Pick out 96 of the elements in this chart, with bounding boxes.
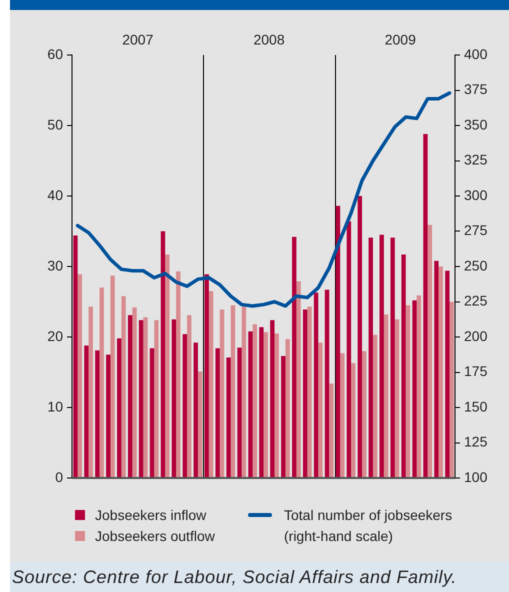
bar <box>95 350 100 478</box>
bar <box>160 231 166 478</box>
bar <box>292 236 296 478</box>
bar <box>384 314 388 478</box>
bar <box>226 357 231 478</box>
bar <box>143 317 148 478</box>
y2-tick-label: 200 <box>464 328 488 344</box>
bar <box>285 339 290 478</box>
bar <box>438 266 443 478</box>
bar <box>264 332 268 478</box>
bar <box>78 274 82 478</box>
bar <box>121 296 126 478</box>
y-tick-label: 50 <box>47 116 64 132</box>
y-tick-label: 20 <box>47 328 64 344</box>
y2-tick-label: 100 <box>464 468 488 485</box>
bar <box>230 305 236 478</box>
bar <box>73 235 78 478</box>
x-tick-label: 2008 <box>253 31 285 48</box>
bar <box>150 348 154 478</box>
y2-tick-label: 250 <box>464 257 488 274</box>
bar <box>412 300 417 478</box>
x-tick-label: 2007 <box>122 31 154 48</box>
bar <box>372 334 378 478</box>
bar <box>416 295 422 478</box>
bar <box>324 290 330 478</box>
bar <box>204 274 209 478</box>
y-tick-label: 40 <box>47 186 64 203</box>
legend-label: Jobseekers outflow <box>95 527 215 546</box>
y2-tick-label: 175 <box>464 363 488 380</box>
bar <box>380 234 384 478</box>
x-tick-label: 2009 <box>384 31 416 48</box>
y-tick-label: 0 <box>55 468 64 485</box>
bar <box>450 302 454 478</box>
bar <box>390 238 395 478</box>
bar <box>434 260 439 478</box>
bar <box>172 319 176 478</box>
bar <box>296 281 301 478</box>
bar <box>423 134 428 478</box>
legend-label: Total number of jobseekers (right-hand scale) <box>284 506 454 546</box>
bar <box>220 310 224 478</box>
bar <box>165 254 170 478</box>
bar <box>84 345 89 478</box>
bar <box>340 353 345 478</box>
bar <box>110 276 115 478</box>
bar <box>281 356 286 478</box>
y2-tick-label: 350 <box>464 116 488 132</box>
y-tick-label: 10 <box>47 398 64 414</box>
y2-tick-label: 375 <box>464 81 488 98</box>
y2-tick-label: 225 <box>464 292 488 309</box>
bar <box>346 221 352 478</box>
bar <box>351 363 356 478</box>
y2-tick-label: 300 <box>464 186 488 203</box>
y2-tick-label: 125 <box>464 434 488 450</box>
bar <box>307 306 312 478</box>
bar <box>314 292 318 478</box>
y2-tick-label: 275 <box>464 222 488 238</box>
bar <box>445 270 450 478</box>
y-tick-label: 30 <box>47 257 64 274</box>
bar <box>358 196 362 478</box>
bar <box>329 384 334 478</box>
bar <box>138 320 144 478</box>
bar <box>406 305 410 478</box>
bar <box>401 254 406 478</box>
bar <box>368 238 373 478</box>
bar <box>106 354 110 478</box>
bar <box>194 342 198 478</box>
bar <box>242 306 246 478</box>
bar <box>259 327 264 478</box>
legend-label: Jobseekers inflow <box>95 506 206 525</box>
bar <box>215 348 220 478</box>
bar <box>128 315 132 478</box>
bar <box>132 307 137 478</box>
bar <box>182 334 188 478</box>
y2-tick-label: 400 <box>464 46 488 62</box>
bar <box>274 333 279 478</box>
bar <box>117 338 122 478</box>
y-tick-label: 60 <box>47 46 64 62</box>
bar <box>362 351 366 478</box>
source-note: Source: Centre for Labour, Social Affairs and Family. <box>11 566 458 588</box>
bar <box>252 324 258 478</box>
y2-tick-label: 325 <box>464 152 488 168</box>
bar <box>187 315 192 478</box>
bar <box>154 320 159 478</box>
bar <box>318 342 323 478</box>
bar <box>237 348 242 478</box>
bar <box>248 331 253 478</box>
bar <box>208 291 214 478</box>
bar <box>198 372 202 478</box>
y2-tick-label: 150 <box>464 398 488 414</box>
bar <box>394 319 400 478</box>
bar <box>270 320 275 478</box>
bar <box>88 306 93 478</box>
bar <box>176 271 180 478</box>
bar <box>428 224 432 478</box>
bar <box>302 310 308 478</box>
bar <box>100 288 104 478</box>
